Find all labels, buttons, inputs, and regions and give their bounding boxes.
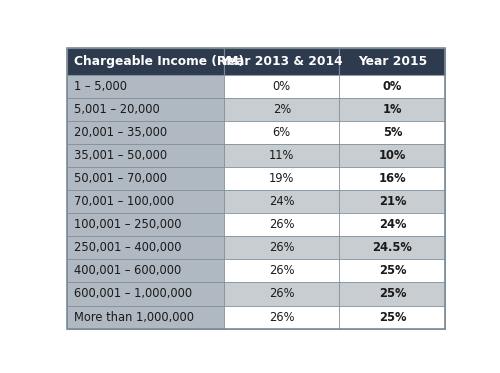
- Bar: [224, 144, 340, 167]
- Bar: [224, 121, 340, 144]
- Text: 25%: 25%: [378, 310, 406, 323]
- Text: 70,001 – 100,000: 70,001 – 100,000: [74, 195, 174, 209]
- Bar: [67, 282, 224, 305]
- Bar: [340, 213, 446, 236]
- Text: 1 – 5,000: 1 – 5,000: [74, 80, 127, 93]
- Bar: [224, 305, 340, 329]
- Text: 26%: 26%: [269, 264, 294, 278]
- Text: 20,001 – 35,000: 20,001 – 35,000: [74, 126, 167, 140]
- Text: 16%: 16%: [378, 172, 406, 185]
- Text: 26%: 26%: [269, 288, 294, 301]
- Text: 24%: 24%: [269, 195, 294, 209]
- Bar: [67, 98, 224, 121]
- Text: 5%: 5%: [382, 126, 402, 140]
- Bar: [67, 190, 224, 213]
- Text: 25%: 25%: [378, 264, 406, 278]
- Text: 19%: 19%: [269, 172, 294, 185]
- Bar: [340, 75, 446, 98]
- Text: 0%: 0%: [272, 80, 291, 93]
- Bar: [340, 121, 446, 144]
- Bar: [67, 144, 224, 167]
- Text: 10%: 10%: [378, 149, 406, 162]
- Bar: [224, 190, 340, 213]
- Bar: [224, 282, 340, 305]
- Text: More than 1,000,000: More than 1,000,000: [74, 310, 194, 323]
- Bar: [67, 305, 224, 329]
- Text: 0%: 0%: [382, 80, 402, 93]
- Text: 21%: 21%: [378, 195, 406, 209]
- Bar: [224, 167, 340, 190]
- Text: 100,001 – 250,000: 100,001 – 250,000: [74, 219, 182, 231]
- Bar: [340, 48, 446, 75]
- Text: 250,001 – 400,000: 250,001 – 400,000: [74, 241, 182, 254]
- Text: 5,001 – 20,000: 5,001 – 20,000: [74, 103, 160, 116]
- Bar: [224, 98, 340, 121]
- Text: Year 2015: Year 2015: [358, 55, 427, 68]
- Text: 35,001 – 50,000: 35,001 – 50,000: [74, 149, 167, 162]
- Bar: [67, 121, 224, 144]
- Bar: [340, 144, 446, 167]
- Bar: [67, 260, 224, 282]
- Bar: [340, 260, 446, 282]
- Bar: [67, 75, 224, 98]
- Bar: [224, 213, 340, 236]
- Bar: [340, 236, 446, 260]
- Text: 600,001 – 1,000,000: 600,001 – 1,000,000: [74, 288, 192, 301]
- Bar: [340, 98, 446, 121]
- Bar: [224, 236, 340, 260]
- Text: 1%: 1%: [382, 103, 402, 116]
- Text: 26%: 26%: [269, 241, 294, 254]
- Bar: [340, 167, 446, 190]
- Bar: [67, 213, 224, 236]
- Text: 6%: 6%: [272, 126, 291, 140]
- Text: 26%: 26%: [269, 219, 294, 231]
- Bar: [67, 167, 224, 190]
- Bar: [224, 75, 340, 98]
- Bar: [224, 48, 340, 75]
- Bar: [340, 282, 446, 305]
- Text: 24.5%: 24.5%: [372, 241, 412, 254]
- Text: 2%: 2%: [272, 103, 291, 116]
- Bar: [340, 190, 446, 213]
- Bar: [224, 260, 340, 282]
- Text: Year 2013 & 2014: Year 2013 & 2014: [220, 55, 343, 68]
- Text: 25%: 25%: [378, 288, 406, 301]
- Text: 400,001 – 600,000: 400,001 – 600,000: [74, 264, 182, 278]
- Text: 11%: 11%: [269, 149, 294, 162]
- Bar: [340, 305, 446, 329]
- Text: 50,001 – 70,000: 50,001 – 70,000: [74, 172, 167, 185]
- Bar: [67, 236, 224, 260]
- Text: Chargeable Income (RM): Chargeable Income (RM): [74, 55, 244, 68]
- Text: 24%: 24%: [378, 219, 406, 231]
- Text: 26%: 26%: [269, 310, 294, 323]
- Bar: [67, 48, 224, 75]
